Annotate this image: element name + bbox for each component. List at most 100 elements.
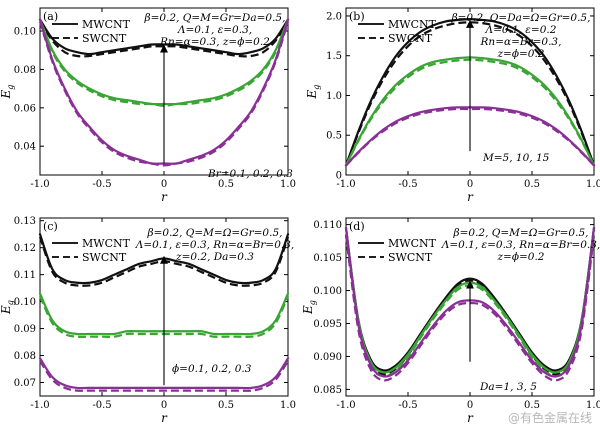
panel-c: -1.0 -0.5 0 0.5 1.0 0.07 0.08 0.09 0.10 0.11 0.12 0… [0, 216, 296, 425]
panel-a-ylabel: Eg [0, 85, 15, 100]
panel-b-xtick-label: -0.5 [398, 179, 417, 190]
panel-b-annotation: M=5, 10, 15 [482, 152, 550, 164]
panel-c-ylabel: Eg [0, 300, 15, 315]
panel-d-ytick-label: 0.105 [313, 253, 342, 264]
panel-d-ytick-label: 0.110 [313, 220, 342, 231]
panel-b-ytick-label: 2.0 [326, 11, 342, 22]
panel-c-annotation: ϕ=0.1, 0.2, 0.3 [172, 363, 252, 375]
panel-b-ytick-label: 1.5 [326, 51, 342, 62]
panel-a-legend-entry-0: MWCNT [82, 18, 131, 31]
panel-b-ylabel-sub: g [312, 85, 321, 90]
panel-d-xtick-label: 0.5 [524, 400, 540, 411]
panel-d-legend-entry-0: MWCNT [388, 237, 437, 250]
panel-a-series-purple-dashed [38, 21, 290, 167]
panel-b-param-line-2: Rn=α=Br=0.3, [480, 36, 562, 48]
panel-d-series-purple-dashed [344, 234, 596, 382]
panel-a-xtick-label: 0 [161, 179, 167, 190]
panel-d-annotation: Da=1, 3, 5 [479, 381, 537, 393]
panel-c-ytick-label: 0.09 [14, 324, 36, 335]
panel-a-ytick-label: 0.06 [14, 103, 36, 114]
panel-b-xlabel: r [467, 190, 474, 204]
panel-b-xtick-label: 0.5 [524, 179, 540, 190]
panel-b-param-line-3: z=ϕ=0.2 [497, 48, 545, 60]
panel-b-letter: (b) [349, 10, 365, 23]
panel-c-param-line-1: Λ=0.1, ε=0.3, Rn=α=Br=0.3, [135, 239, 294, 251]
panel-c-param-line-2: z=0.2, Da=0.3 [175, 251, 254, 263]
panel-a-param-line-1: Λ=0.1, ε=0.3, [177, 24, 252, 36]
panel-d-ytick-label: 0.100 [313, 286, 342, 297]
watermark-text: @有色金属在线 [507, 411, 592, 425]
panel-b-xtick-label: -1.0 [336, 179, 355, 190]
panel-b-param-line-0: β=0.2, Q=Da=Ω=Gr=0.5, [451, 12, 591, 24]
panel-b-legend-entry-1: SWCNT [388, 32, 433, 45]
panel-d-ytick-label: 0.090 [313, 352, 342, 363]
panel-d: -1.0 -0.5 0 0.5 1.0 0.085 0.090 0.095 0.100 0.105… [301, 217, 600, 425]
panel-a-xtick-label: 1.0 [280, 179, 296, 190]
panel-b-ylabel: Eg [305, 85, 321, 100]
panel-c-ytick-label: 0.10 [14, 297, 36, 308]
panel-b-series-black-dashed [344, 21, 596, 166]
panel-b: -1.0 -0.5 0 0.5 1.0 0 0.5 1.0 1.5 2.0 r Eg (b) MWCNTS… [305, 7, 600, 204]
panel-a-series-black-solid [38, 18, 290, 56]
panel-a-xtick-label: 0.5 [218, 179, 234, 190]
panel-d-legend-entry-1: SWCNT [388, 251, 433, 264]
panel-c-xtick-label: -1.0 [30, 400, 49, 411]
panel-b-series-purple-dashed [345, 107, 595, 167]
panel-b-xtick-label: 1.0 [586, 179, 600, 190]
panel-c-ylabel-sub: g [6, 300, 15, 305]
panel-d-ytick-label: 0.085 [313, 385, 342, 396]
panel-c-series-purple-dashed [39, 360, 289, 392]
panel-c-xlabel: r [161, 411, 168, 425]
panel-b-legend-entry-0: MWCNT [388, 18, 437, 31]
panel-d-series-black-solid [344, 226, 596, 372]
panel-b-param-line-1: Λ=0.1, ε=0.2 [485, 24, 557, 36]
panel-a-ytick-label: 0.04 [14, 142, 36, 153]
panel-a-param-line-2: Rn=α=0.3, z=ϕ=0.2 [159, 36, 270, 48]
panel-c-ytick-label: 0.08 [14, 351, 36, 362]
panel-a-letter: (a) [43, 10, 58, 23]
panel-c-ytick-label: 0.12 [14, 243, 36, 254]
panel-a-param-line-0: β=0.2, Q=M=Gr=Da=0.5, [144, 12, 286, 24]
panel-d-xtick-label: -1.0 [336, 400, 355, 411]
panel-d-param-line-2: z=ϕ=0.2 [497, 251, 545, 263]
panel-c-xtick-label: 0 [161, 400, 167, 411]
panel-d-ylabel-sub: g [308, 300, 317, 305]
panel-c-xtick-label: 0.5 [218, 400, 234, 411]
panel-c-ytick-label: 0.11 [14, 270, 36, 281]
panel-b-ytick-label: 0.5 [326, 131, 342, 142]
panel-c-legend-entry-0: MWCNT [82, 237, 131, 250]
panel-c-letter: (c) [43, 220, 58, 233]
panel-c-ytick-label: 0.07 [14, 378, 36, 389]
panel-a-xtick-label: -1.0 [30, 179, 49, 190]
panel-b-series-black-solid [344, 18, 596, 167]
panel-c-param-line-0: β=0.2, Q=M=Ω=Gr=0.5, [147, 227, 283, 239]
panel-d-ylabel: Eg [301, 300, 317, 315]
panel-a-xtick-label: -0.5 [92, 179, 111, 190]
panel-d-ytick-label: 0.095 [313, 319, 342, 330]
panel-d-xtick-label: -0.5 [398, 400, 417, 411]
panel-d-xtick-label: 0 [467, 400, 473, 411]
panel-a-series-green-dashed [38, 21, 290, 108]
panel-d-xtick-label: 1.0 [586, 400, 600, 411]
panel-a-annotation: Br=0.1, 0.2, 0.3 [207, 168, 293, 180]
panel-c-ytick-label: 0.13 [14, 216, 36, 227]
panel-a: -1.0 -0.5 0 0.5 1.0 0.04 0.06 0.08 0.10 r Eg (a) MWC… [0, 7, 296, 204]
panel-a-ytick-label: 0.10 [14, 27, 36, 38]
panel-d-param-line-1: Λ=0.1, ε=0.3, Rn=α=Br=0.3, [441, 239, 600, 251]
panel-d-letter: (d) [349, 220, 365, 233]
panel-c-xtick-label: 1.0 [280, 400, 296, 411]
panel-a-ylabel-sub: g [6, 85, 15, 90]
panel-c-series-purple-solid [38, 357, 290, 390]
panel-c-xtick-label: -0.5 [92, 400, 111, 411]
panel-a-legend-entry-1: SWCNT [82, 32, 127, 45]
panel-c-legend-entry-1: SWCNT [82, 251, 127, 264]
panel-b-ytick-label: 1.0 [326, 91, 342, 102]
panel-b-ytick-label: 0 [336, 171, 342, 182]
panel-d-param-line-0: β=0.2, Q=M=Ω=Gr=0.5, [453, 227, 589, 239]
panel-a-xlabel: r [161, 190, 168, 204]
panel-b-xtick-label: 0 [467, 179, 473, 190]
panel-a-ytick-label: 0.08 [14, 65, 36, 76]
panel-d-xlabel: r [467, 411, 474, 425]
